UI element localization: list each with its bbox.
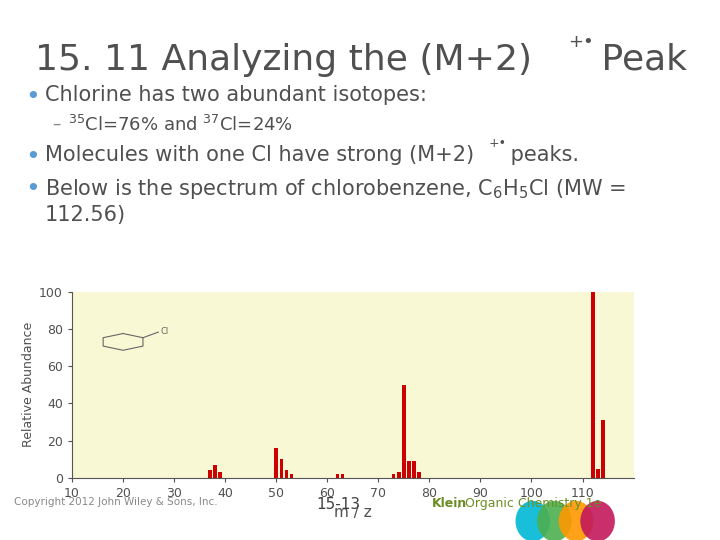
- Text: Chlorine has two abundant isotopes:: Chlorine has two abundant isotopes:: [45, 85, 427, 105]
- X-axis label: m / z: m / z: [334, 505, 372, 521]
- Bar: [279, 459, 283, 478]
- Bar: [402, 384, 405, 478]
- Text: +•: +•: [489, 137, 507, 150]
- Bar: [601, 420, 605, 478]
- Bar: [218, 472, 222, 478]
- Bar: [284, 470, 288, 478]
- Text: Peak: Peak: [590, 43, 687, 77]
- Text: 15-13: 15-13: [316, 497, 361, 512]
- Text: Molecules with one Cl have strong (M+2): Molecules with one Cl have strong (M+2): [45, 145, 474, 165]
- Bar: [596, 469, 600, 478]
- Text: 15. 11 Analyzing the (M+2): 15. 11 Analyzing the (M+2): [35, 43, 532, 77]
- Text: •: •: [25, 145, 40, 169]
- Text: +•: +•: [568, 33, 594, 51]
- Text: Below is the spectrum of chlorobenzene, C$_6$H$_5$Cl (MW =: Below is the spectrum of chlorobenzene, …: [45, 177, 626, 201]
- Bar: [392, 474, 395, 478]
- Ellipse shape: [580, 501, 615, 540]
- Text: •: •: [25, 177, 40, 201]
- Bar: [336, 474, 339, 478]
- Bar: [591, 292, 595, 478]
- Bar: [397, 472, 400, 478]
- Bar: [408, 461, 410, 478]
- Text: –: –: [52, 115, 60, 133]
- Y-axis label: Relative Abundance: Relative Abundance: [22, 322, 35, 447]
- Bar: [213, 465, 217, 478]
- Ellipse shape: [516, 501, 550, 540]
- Text: 112.56): 112.56): [45, 205, 126, 225]
- Text: Klein: Klein: [432, 497, 467, 510]
- Bar: [418, 472, 421, 478]
- Bar: [413, 461, 416, 478]
- Text: peaks.: peaks.: [504, 145, 579, 165]
- Text: Cl: Cl: [161, 327, 169, 336]
- Text: $^{35}$Cl=76% and $^{37}$Cl=24%: $^{35}$Cl=76% and $^{37}$Cl=24%: [68, 115, 293, 135]
- Bar: [208, 470, 212, 478]
- Ellipse shape: [537, 501, 572, 540]
- Bar: [274, 448, 278, 478]
- Ellipse shape: [559, 501, 593, 540]
- Text: Copyright 2012 John Wiley & Sons, Inc.: Copyright 2012 John Wiley & Sons, Inc.: [14, 497, 218, 507]
- Text: , Organic Chemistry 1e: , Organic Chemistry 1e: [457, 497, 602, 510]
- Bar: [289, 474, 293, 478]
- Text: •: •: [25, 85, 40, 109]
- Bar: [341, 474, 344, 478]
